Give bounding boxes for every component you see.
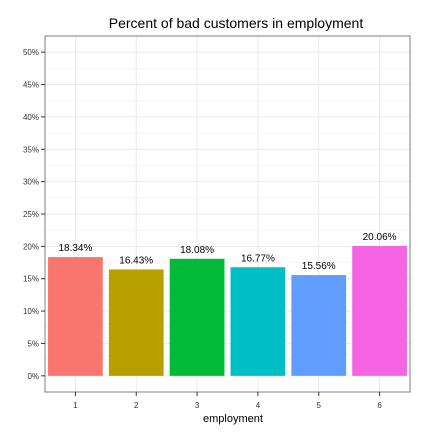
data-label-4: 16.77% [241,253,275,264]
bar-4 [230,267,286,376]
x-tick-label: 4 [256,401,261,410]
data-label-5: 15.56% [302,261,336,272]
y-tick-label: 15% [23,275,39,284]
bar-6 [352,245,407,376]
data-label-6: 20.06% [363,232,397,243]
y-tick-label: 5% [27,339,39,348]
y-tick-label: 40% [23,113,39,122]
x-tick-label: 1 [73,401,78,410]
data-label-2: 16.43% [119,255,153,266]
y-tick-label: 25% [23,210,39,219]
bar-3 [169,258,225,376]
x-tick-label: 5 [317,401,322,410]
x-axis-ticks: 1 2 3 4 5 6 [73,392,382,410]
y-tick-label: 0% [27,372,39,381]
x-axis-label: employment [203,413,263,425]
y-tick-label: 45% [23,81,39,90]
data-labels: 18.34% 16.43% 18.08% 16.77% 15.56% 20.06% [58,232,396,272]
bars [48,245,407,376]
y-axis-ticks: 0% 5% 10% 15% 20% 25% 30% 35% 40% 45% 50% [23,48,45,381]
chart-title: Percent of bad customers in employment [109,15,364,31]
x-tick-label: 3 [195,401,200,410]
data-label-3: 18.08% [180,245,214,256]
bar-5 [291,275,347,376]
bar-1 [48,257,103,376]
y-tick-label: 10% [23,307,39,316]
x-tick-label: 2 [134,401,139,410]
data-label-1: 18.34% [58,243,92,254]
y-tick-label: 50% [23,48,39,57]
bar-2 [108,269,164,376]
y-tick-label: 30% [23,178,39,187]
y-tick-label: 20% [23,242,39,251]
y-tick-label: 35% [23,145,39,154]
x-tick-label: 6 [377,401,382,410]
